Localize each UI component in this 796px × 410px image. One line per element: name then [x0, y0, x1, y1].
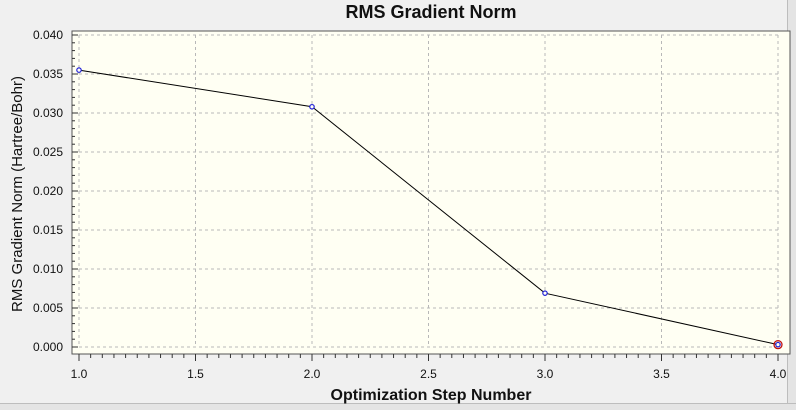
x-tick-label: 2.0	[304, 367, 321, 381]
y-tick-label: 0.035	[33, 67, 63, 81]
data-point	[309, 103, 315, 110]
x-tick-label: 3.0	[537, 367, 554, 381]
y-tick-label: 0.010	[33, 262, 63, 276]
y-tick-label: 0.015	[33, 223, 63, 237]
x-tick-label: 3.5	[653, 367, 670, 381]
chart-title: RMS Gradient Norm	[345, 2, 516, 22]
y-tick-label: 0.030	[33, 106, 63, 120]
y-tick-label: 0.005	[33, 301, 63, 315]
series-line	[78, 69, 779, 346]
x-axis-title: Optimization Step Number	[331, 387, 532, 404]
series	[76, 67, 783, 350]
x-tick-label: 1.5	[187, 367, 204, 381]
y-tick-label: 0.020	[33, 184, 63, 198]
data-point	[542, 290, 548, 296]
x-tick-label: 1.0	[71, 367, 88, 381]
data-point	[775, 341, 781, 348]
data-point	[76, 67, 82, 73]
window-bottom-edge	[0, 403, 796, 410]
data-point-highlight	[773, 340, 783, 350]
y-tick-label: 0.000	[33, 340, 63, 354]
axes: 0.000 0.005 0.010 0.015 0.020 0.025 0.030 0.035…	[33, 28, 787, 381]
y-axis-title: RMS Gradient Norm (Hartree/Bohr)	[9, 76, 26, 312]
plot-area	[71, 30, 791, 355]
y-tick-label: 0.025	[33, 145, 63, 159]
y-tick-label: 0.040	[33, 28, 63, 42]
x-tick-label: 2.5	[420, 367, 437, 381]
x-tick-label: 4.0	[770, 367, 787, 381]
